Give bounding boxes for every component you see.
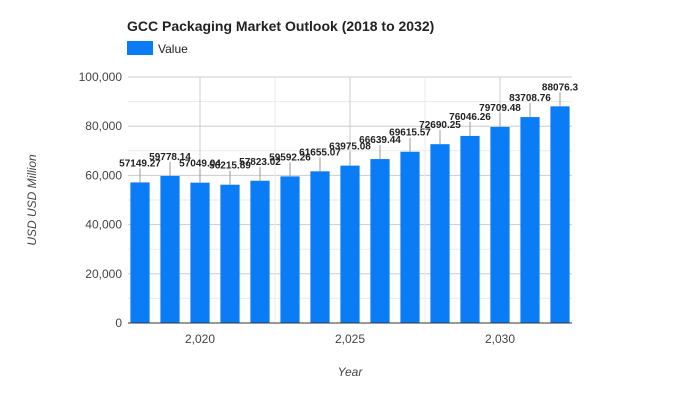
data-label: 66639.44: [359, 135, 401, 146]
y-tick-label: 0: [115, 316, 122, 330]
bar: [280, 176, 300, 323]
bars: [130, 106, 570, 324]
x-tick-label: 2,020: [185, 332, 215, 346]
y-tick-label: 100,000: [79, 70, 123, 84]
bar: [520, 117, 540, 324]
bar: [460, 135, 480, 323]
data-label: 57823.02: [239, 157, 281, 168]
bar: [430, 144, 450, 323]
bar: [250, 180, 270, 323]
data-label: 83708.76: [509, 93, 551, 104]
data-label: 72690.25: [419, 120, 461, 131]
bar: [220, 184, 240, 323]
data-label: 56215.89: [209, 161, 251, 172]
data-label: 63975.08: [329, 142, 371, 153]
data-label: 69615.57: [389, 128, 431, 139]
bar: [190, 182, 210, 323]
data-label: 57149.27: [119, 158, 161, 169]
data-label: 57049.04: [179, 159, 221, 170]
x-axis-title: Year: [338, 365, 364, 379]
y-tick-label: 60,000: [85, 168, 122, 182]
chart-title: GCC Packaging Market Outlook (2018 to 20…: [127, 18, 434, 34]
y-tick-label: 80,000: [85, 119, 122, 133]
data-label: 79709.48: [479, 103, 521, 114]
data-label: 59592.26: [269, 152, 311, 163]
bar: [490, 126, 510, 324]
bar: [370, 159, 390, 323]
bar: [400, 151, 420, 323]
x-axis-ticks: 2,020 2,025 2,030: [185, 332, 515, 346]
x-tick-label: 2,030: [485, 332, 515, 346]
bar: [160, 175, 180, 323]
y-tick-label: 20,000: [85, 267, 122, 281]
y-axis-ticks: 0 20,000 40,000 60,000 80,000 100,000: [79, 70, 123, 330]
data-label: 88076.3: [542, 82, 579, 93]
data-labels: 57149.2759778.1457049.0456215.8957823.02…: [119, 82, 579, 185]
data-label: 76046.26: [449, 112, 491, 123]
legend-swatch: [127, 41, 153, 55]
x-tick-label: 2,025: [335, 332, 365, 346]
bar: [310, 171, 330, 323]
bar: [130, 182, 150, 323]
data-label: 59778.14: [149, 152, 191, 163]
bar: [340, 165, 360, 323]
bar: [550, 106, 570, 323]
legend[interactable]: Value: [127, 41, 188, 56]
y-axis-title: USD USD Million: [25, 154, 39, 246]
legend-label: Value: [158, 42, 188, 56]
data-label: 61655.07: [299, 147, 341, 158]
y-tick-label: 40,000: [85, 218, 122, 232]
